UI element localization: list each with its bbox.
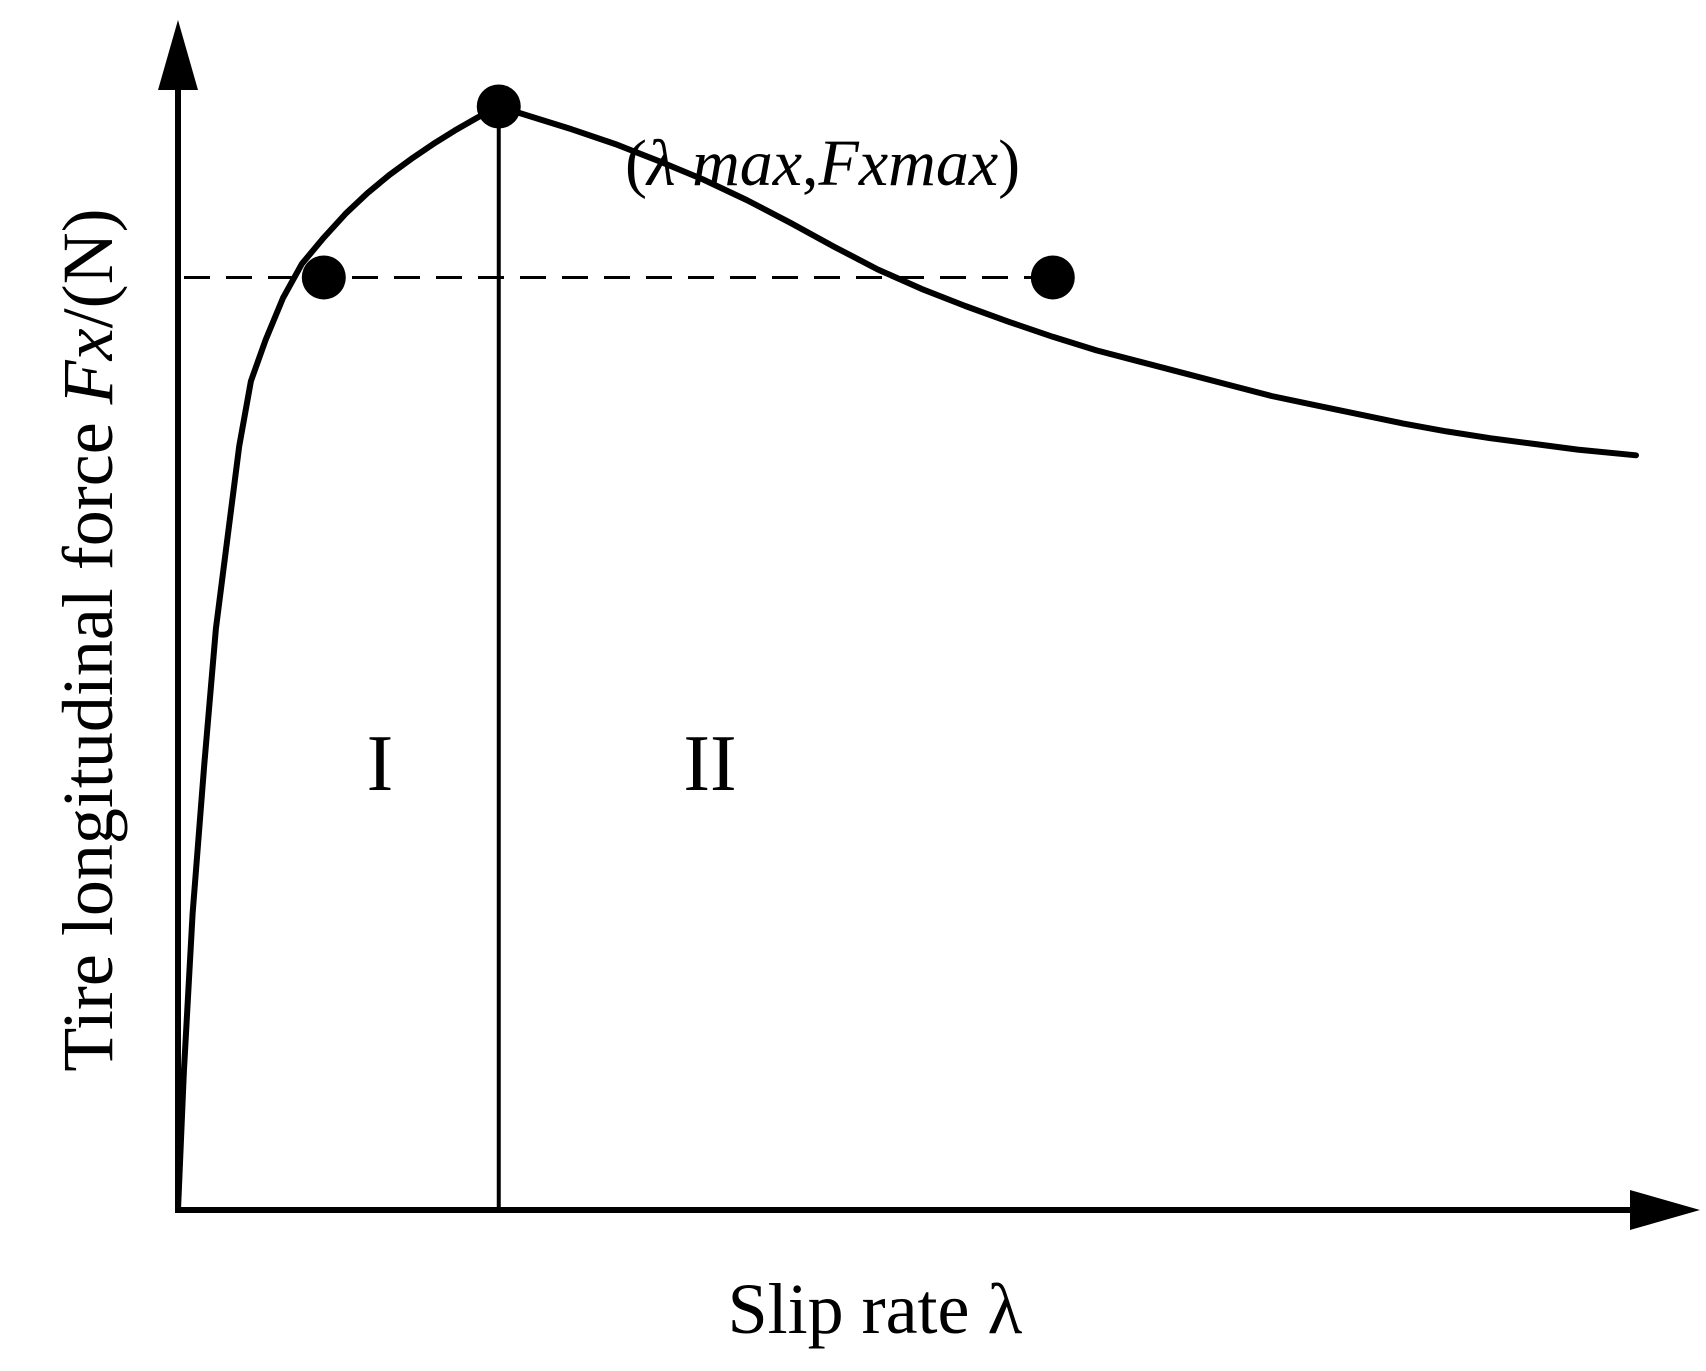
region-label-2: II bbox=[683, 720, 736, 808]
x-axis-arrowhead bbox=[1630, 1190, 1700, 1230]
equal-force-point-left bbox=[301, 255, 346, 300]
y-axis-label: Tire longitudinal force Fx/(N) bbox=[48, 208, 128, 1071]
x-axis-label: Slip rate λ bbox=[728, 1269, 1023, 1349]
peak-annotation: (λ max,Fxmax) bbox=[625, 127, 1020, 200]
y-axis-arrowhead bbox=[158, 20, 198, 90]
region-label-1: I bbox=[367, 720, 394, 808]
tire-force-curve bbox=[175, 103, 1639, 1213]
peak-point-marker bbox=[476, 84, 521, 129]
equal-force-point-right bbox=[1030, 255, 1075, 300]
